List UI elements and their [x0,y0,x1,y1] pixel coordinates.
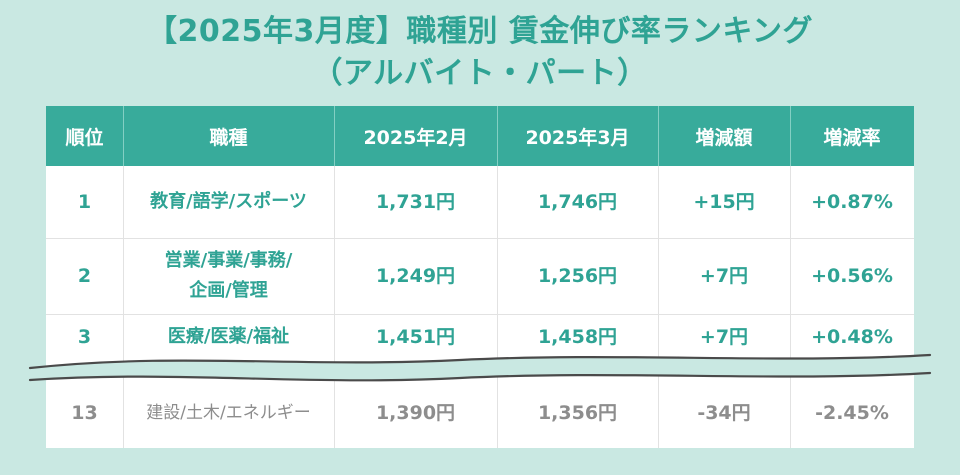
rate-cell: +0.48% [811,326,893,348]
header-divider [658,106,659,166]
table-header: 順位 職種 2025年2月 2025年3月 増減額 増減率 [46,106,914,166]
rank-cell: 13 [71,402,98,424]
table-break-wave [0,353,932,382]
rank-cell: 3 [77,326,92,348]
header-feb: 2025年2月 [363,126,468,149]
header-divider [497,106,498,166]
rate-cell: -2.45% [815,402,889,424]
header-divider [334,106,335,166]
column-divider [790,166,791,448]
header-rate: 増減率 [823,126,881,149]
column-divider [497,166,498,448]
job-cell: 営業/事業/事務/ 企画/管理 [123,238,334,314]
header-divider [123,106,124,166]
feb-wage-cell: 1,390円 [375,402,456,424]
column-divider [658,166,659,448]
header-diff: 増減額 [695,126,753,149]
column-divider [334,166,335,448]
row-divider [46,314,914,315]
row-divider [46,238,914,239]
diff-cell: +7円 [699,265,749,287]
rate-cell: +0.56% [811,265,893,287]
header-mar: 2025年3月 [525,126,630,149]
rate-cell: +0.87% [811,191,893,213]
mar-wage-cell: 1,746円 [537,191,618,213]
table-row: 13 建設/土木/エネルギー 1,390円 1,356円 -34円 -2.45% [46,378,914,448]
diff-cell: +15円 [693,191,755,213]
job-cell: 教育/語学/スポーツ [150,191,307,212]
table-row: 2 営業/事業/事務/ 企画/管理 1,249円 1,256円 +7円 +0.5… [46,238,914,314]
feb-wage-cell: 1,249円 [375,265,456,287]
header-rank: 順位 [65,126,104,149]
ranking-table: 順位 職種 2025年2月 2025年3月 増減額 増減率 1 教育/語学/スポ… [46,106,914,448]
table-row: 3 医療/医薬/福祉 1,451円 1,458円 +7円 +0.48% [46,314,914,360]
feb-wage-cell: 1,451円 [375,326,456,348]
header-divider [790,106,791,166]
job-line: 企画/管理 [189,280,268,301]
job-cell: 医療/医薬/福祉 [167,326,290,347]
job-cell: 建設/土木/エネルギー [146,403,311,423]
mar-wage-cell: 1,356円 [537,402,618,424]
column-divider [123,166,124,448]
table-row: 1 教育/語学/スポーツ 1,731円 1,746円 +15円 +0.87% [46,166,914,238]
feb-wage-cell: 1,731円 [375,191,456,213]
rank-cell: 1 [77,191,92,213]
diff-cell: +7円 [699,326,749,348]
job-line: 営業/事業/事務/ [164,250,293,271]
page-title: 【2025年3月度】職種別 賃金伸び率ランキング [147,14,813,49]
mar-wage-cell: 1,458円 [537,326,618,348]
header-job: 職種 [209,126,248,149]
mar-wage-cell: 1,256円 [537,265,618,287]
rank-cell: 2 [77,265,92,287]
diff-cell: -34円 [697,402,751,424]
page-subtitle: （アルバイト・パート） [312,56,648,91]
